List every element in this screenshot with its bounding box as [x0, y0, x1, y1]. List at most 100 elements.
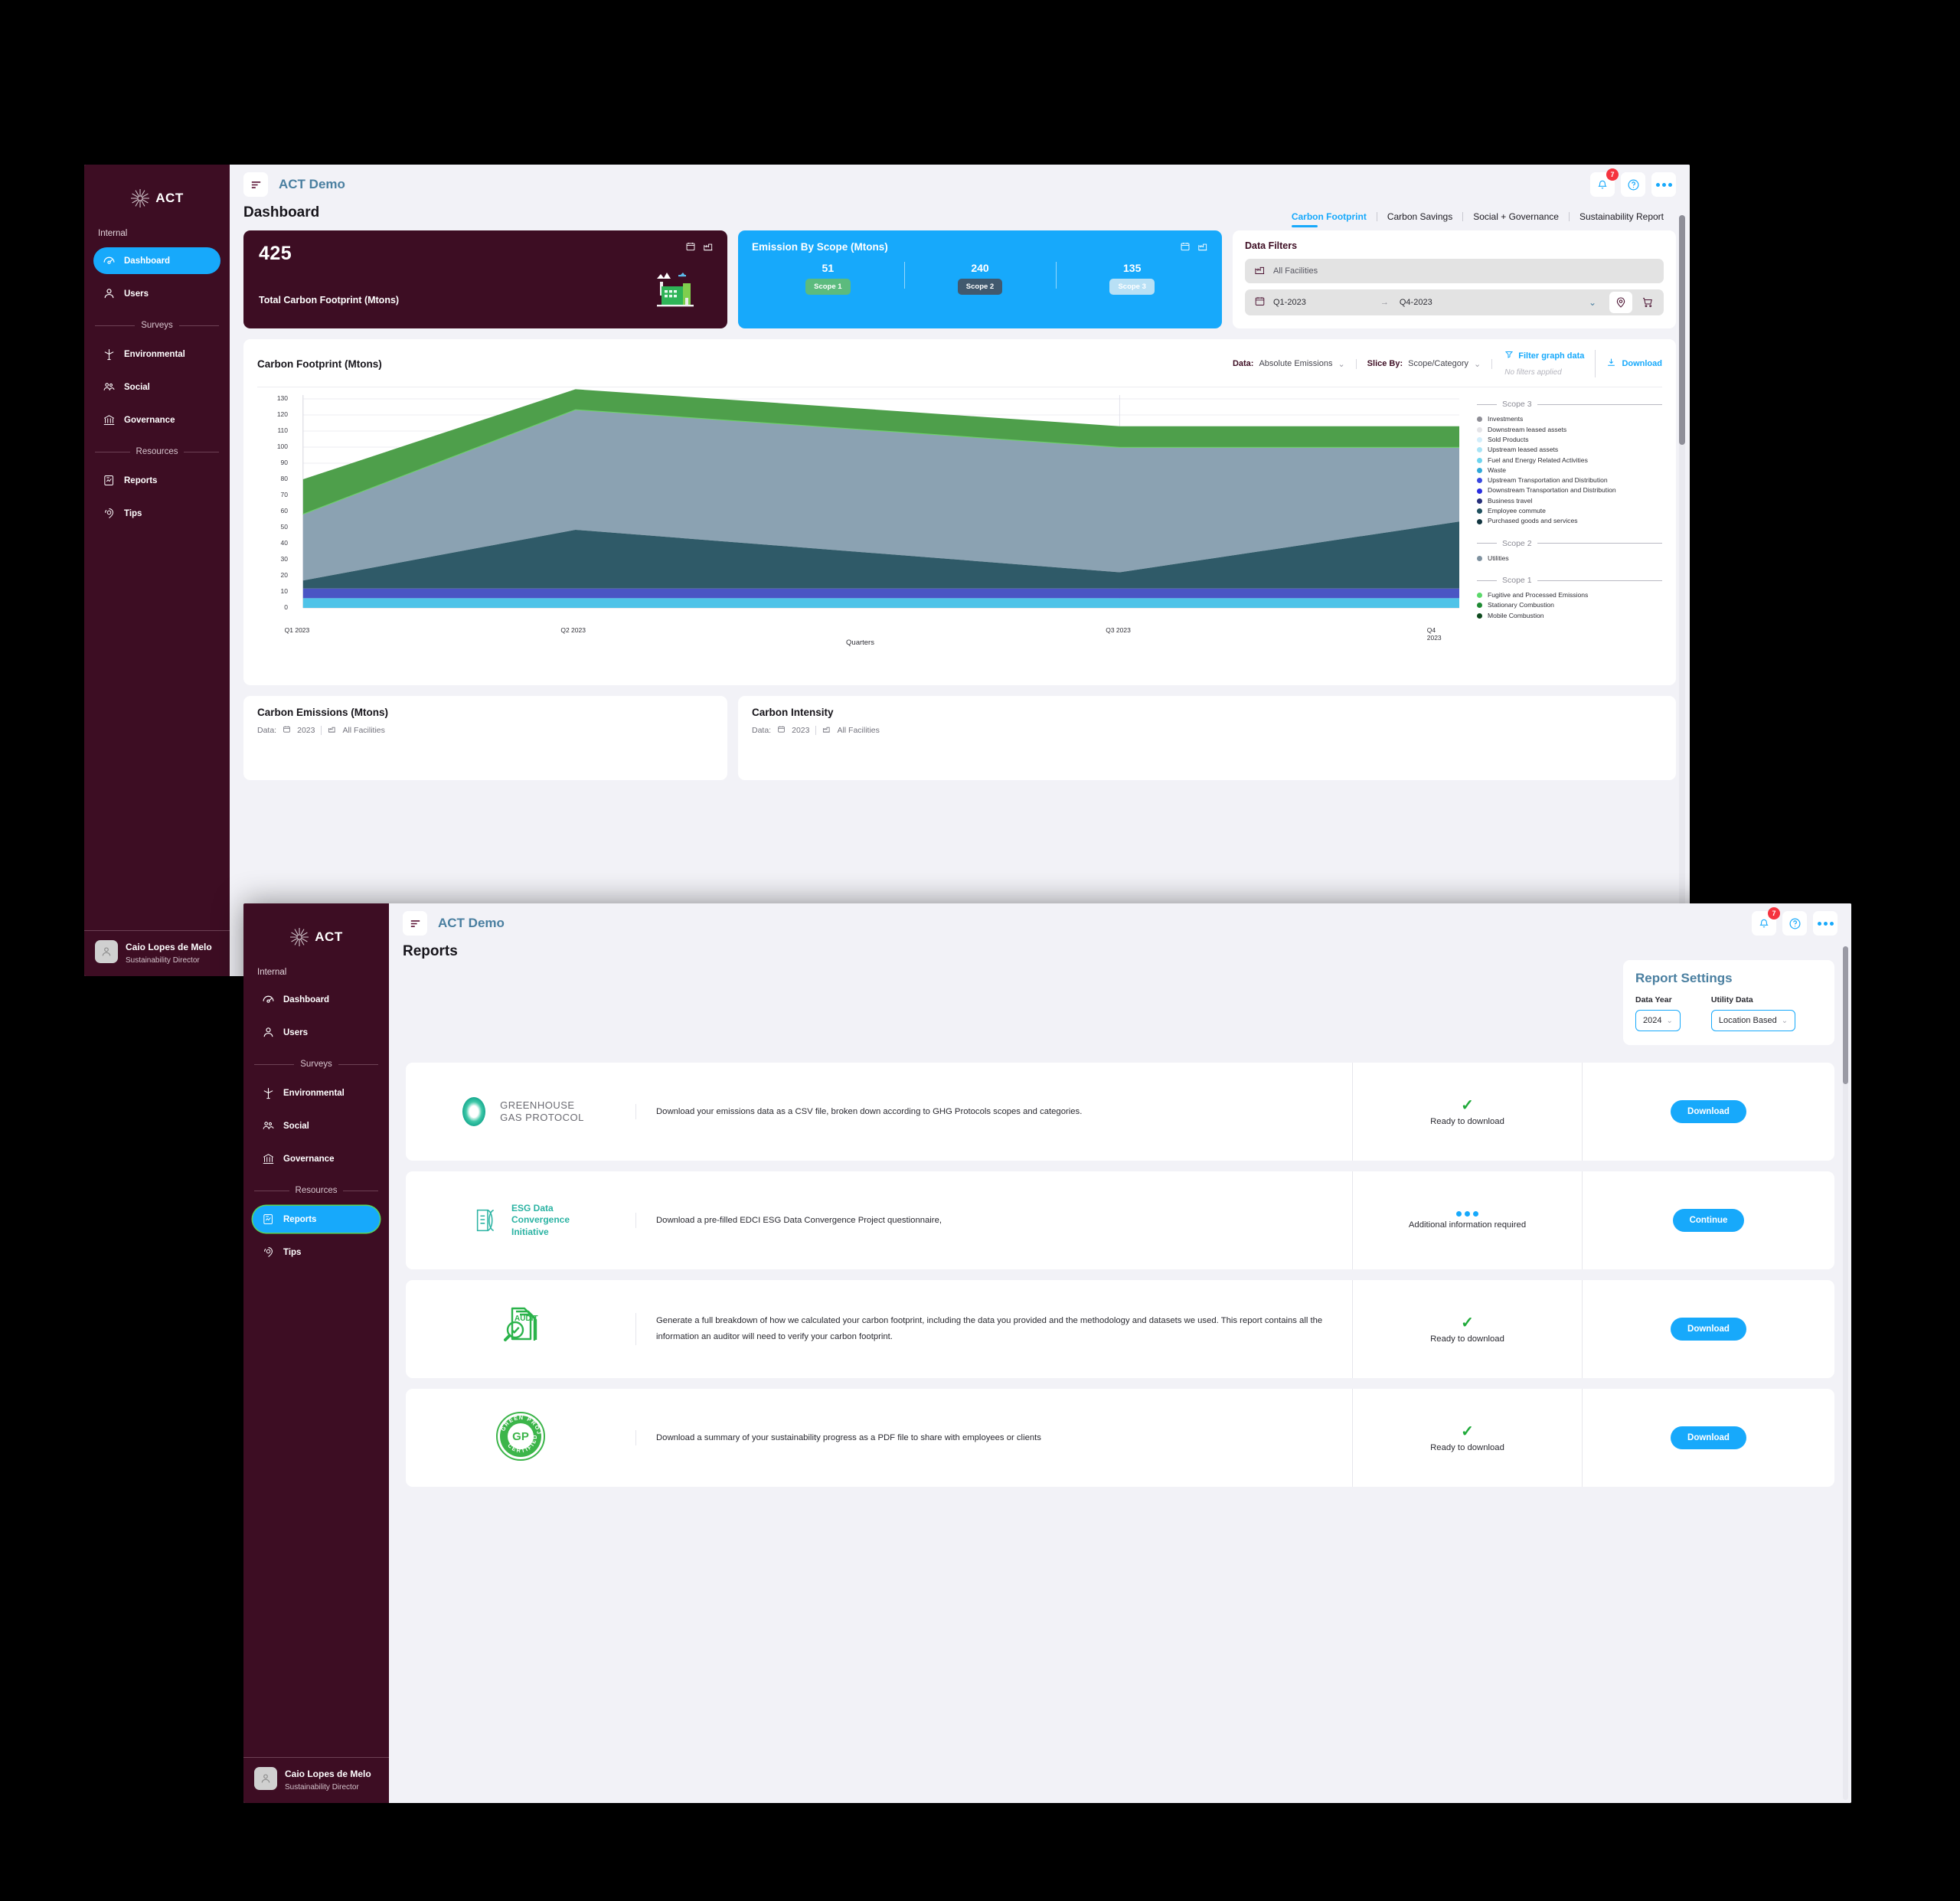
legend-swatch: [1477, 467, 1482, 473]
card-icons: [685, 241, 714, 256]
tab-carbon-footprint[interactable]: Carbon Footprint: [1282, 212, 1377, 227]
chevron-down-icon[interactable]: ⌄: [1588, 297, 1596, 308]
legend-item[interactable]: Sold Products: [1477, 435, 1662, 445]
legend-group-scope-1: Scope 1: [1477, 576, 1662, 585]
sidebar-item-environmental[interactable]: Environmental: [253, 1080, 380, 1106]
legend-group-title: Scope 3: [1502, 400, 1532, 410]
divider-line: [254, 1063, 295, 1065]
data-select[interactable]: Data: Absolute Emissions ⌄: [1222, 358, 1357, 369]
factory-icon[interactable]: [703, 241, 714, 256]
scrollbar-thumb[interactable]: [1679, 215, 1685, 445]
page-header: Reports: [389, 943, 1851, 965]
sidebar-item-social[interactable]: Social: [93, 374, 220, 400]
legend-item[interactable]: Business travel: [1477, 496, 1662, 506]
legend-item[interactable]: Waste: [1477, 465, 1662, 475]
legend-item[interactable]: Mobile Combustion: [1477, 611, 1662, 621]
factory-icon[interactable]: [1197, 241, 1208, 256]
scrollbar-track: [1679, 215, 1685, 970]
date-range-filter[interactable]: Q1-2023 → Q4-2023 ⌄: [1245, 289, 1606, 315]
tab-sustainability-report[interactable]: Sustainability Report: [1579, 211, 1664, 222]
legend-swatch: [1477, 478, 1482, 484]
bottom-cards-row: Carbon Emissions (Mtons) Data: 2023 All …: [243, 696, 1676, 780]
download-button[interactable]: Download: [1596, 358, 1662, 370]
series-upstream-transportation: [302, 589, 1460, 599]
topbar-actions: 7: [1590, 168, 1676, 197]
calendar-icon[interactable]: [1180, 241, 1191, 256]
tab-social-governance[interactable]: Social + Governance: [1463, 212, 1570, 221]
sidebar-item-tips[interactable]: Tips: [93, 500, 220, 527]
notifications-button[interactable]: 7: [1590, 168, 1619, 197]
facility-filter[interactable]: All Facilities: [1245, 259, 1664, 283]
sunburst-logo-icon: [289, 927, 309, 947]
slice-by-select[interactable]: Slice By: Scope/Category ⌄: [1357, 358, 1493, 369]
map-pin-icon[interactable]: [1609, 292, 1632, 313]
legend-label: Upstream leased assets: [1488, 446, 1559, 454]
sidebar-item-reports[interactable]: Reports: [93, 467, 220, 494]
calendar-icon[interactable]: [685, 241, 696, 256]
help-button[interactable]: [1621, 172, 1645, 197]
sidebar-item-governance[interactable]: Governance: [93, 407, 220, 433]
sidebar-item-label: Social: [124, 382, 150, 392]
report-action: Download: [1582, 1280, 1834, 1378]
page-title: Reports: [403, 943, 458, 959]
vertical-scrollbar[interactable]: [1679, 215, 1685, 970]
legend-item[interactable]: Employee commute: [1477, 506, 1662, 516]
shopping-cart-icon[interactable]: [1636, 292, 1659, 313]
legend-item[interactable]: Downstream leased assets: [1477, 425, 1662, 435]
total-carbon-footprint-card: 425 Total Carbon Footprint (Mtons): [243, 230, 727, 328]
sidebar-item-users[interactable]: Users: [253, 1019, 380, 1046]
continue-button[interactable]: Continue: [1672, 1209, 1745, 1232]
filter-graph-data-button[interactable]: Filter graph data No filters applied: [1492, 350, 1596, 378]
sidebar-item-label: Governance: [124, 415, 175, 425]
help-button[interactable]: [1782, 911, 1807, 936]
sidebar-section-internal: Internal: [257, 968, 287, 977]
download-button[interactable]: Download: [1671, 1426, 1746, 1449]
report-description: Generate a full breakdown of how we calc…: [635, 1313, 1352, 1345]
sidebar-user-profile[interactable]: Caio Lopes de Melo Sustainability Direct…: [84, 930, 230, 976]
sidebar-item-social[interactable]: Social: [253, 1112, 380, 1139]
legend-item[interactable]: Fuel and Energy Related Activities: [1477, 456, 1662, 465]
sidebar-item-reports[interactable]: Reports: [253, 1206, 380, 1233]
tab-carbon-savings[interactable]: Carbon Savings: [1377, 212, 1464, 221]
download-button[interactable]: Download: [1671, 1318, 1746, 1341]
data-year-select[interactable]: 2024 ⌄: [1635, 1010, 1681, 1031]
emission-by-scope-card: Emission By Scope (Mtons) 51 Scope 1: [738, 230, 1222, 328]
utility-data-select[interactable]: Location Based ⌄: [1710, 1010, 1796, 1031]
legend-item[interactable]: Investments: [1477, 414, 1662, 424]
report-status: ✓ Ready to download: [1352, 1389, 1582, 1487]
brand-logo[interactable]: ACT: [243, 919, 389, 955]
sidebar-user-profile[interactable]: Caio Lopes de Melo Sustainability Direct…: [243, 1757, 389, 1803]
sidebar-item-governance[interactable]: Governance: [253, 1145, 380, 1172]
audit-magnifier-logo-icon: AUDIT: [495, 1302, 546, 1357]
more-options-button[interactable]: [1813, 911, 1838, 936]
data-select-label: Data:: [1232, 359, 1254, 369]
brand-name: ACT: [155, 191, 184, 205]
brand-logo[interactable]: ACT: [84, 180, 230, 217]
legend-item[interactable]: Utilities: [1477, 554, 1662, 563]
reports-window: ACT Internal Dashboard Users Surveys Env…: [243, 903, 1851, 1803]
legend-item[interactable]: Downstream Transportation and Distributi…: [1477, 485, 1662, 495]
reports-list: GREENHOUSE GAS PROTOCOL Download your em…: [406, 1063, 1834, 1487]
more-options-button[interactable]: [1651, 172, 1676, 197]
scrollbar-thumb[interactable]: [1843, 946, 1848, 1084]
legend-item[interactable]: Purchased goods and services: [1477, 516, 1662, 526]
vertical-scrollbar[interactable]: [1843, 946, 1848, 1800]
sidebar-item-dashboard[interactable]: Dashboard: [93, 247, 220, 274]
legend-item[interactable]: Stationary Combustion: [1477, 600, 1662, 610]
sidebar-item-dashboard[interactable]: Dashboard: [253, 986, 380, 1013]
greenhouse-gas-protocol-logo-icon: GREENHOUSE GAS PROTOCOL: [457, 1095, 584, 1129]
legend-item[interactable]: Upstream leased assets: [1477, 445, 1662, 455]
legend-label: Employee commute: [1488, 507, 1546, 515]
menu-icon[interactable]: [243, 172, 268, 197]
wind-turbine-icon: [103, 348, 116, 361]
series-fuel-energy: [302, 598, 1460, 609]
report-action: Download: [1582, 1389, 1834, 1487]
menu-icon[interactable]: [403, 911, 427, 936]
legend-item[interactable]: Fugitive and Processed Emissions: [1477, 590, 1662, 600]
sidebar-item-users[interactable]: Users: [93, 280, 220, 307]
legend-item[interactable]: Upstream Transportation and Distribution: [1477, 475, 1662, 485]
notifications-button[interactable]: 7: [1752, 907, 1780, 936]
download-button[interactable]: Download: [1671, 1100, 1746, 1123]
sidebar-item-environmental[interactable]: Environmental: [93, 341, 220, 367]
sidebar-item-tips[interactable]: Tips: [253, 1239, 380, 1266]
